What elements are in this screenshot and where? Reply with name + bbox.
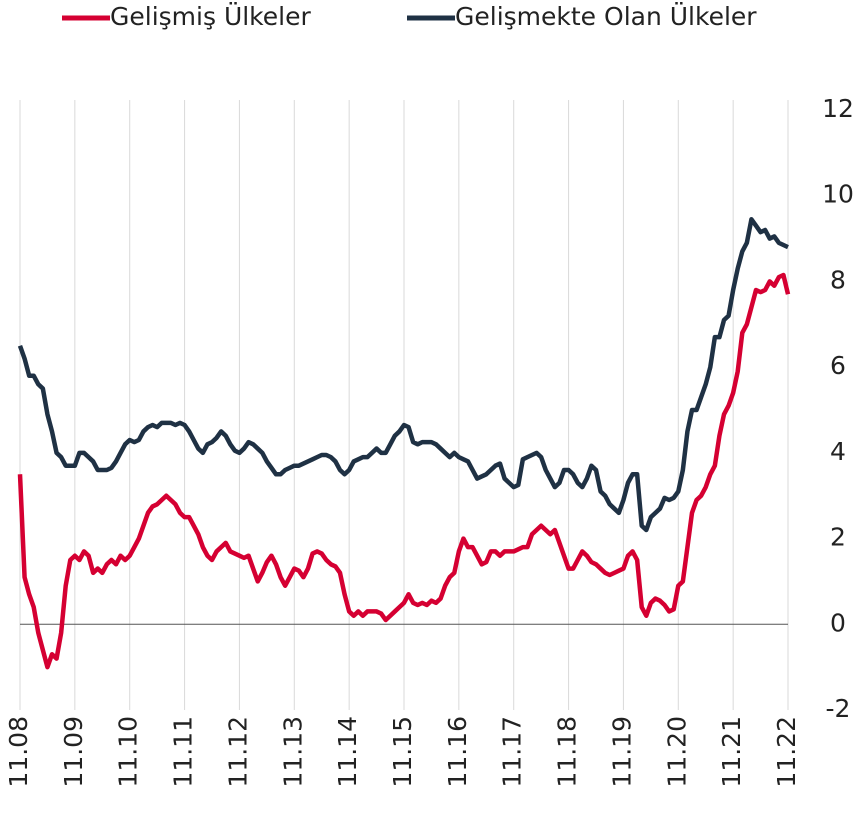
series-line: [17, 272, 791, 670]
x-tick-label: 11.13: [278, 716, 307, 788]
x-tick-label: 11.09: [59, 716, 88, 788]
x-tick-label: 11.20: [662, 716, 691, 788]
y-tick-label: 10: [822, 180, 854, 209]
x-tick-label: 11.21: [717, 716, 746, 788]
legend-label: Gelişmekte Olan Ülkeler: [455, 2, 757, 31]
y-tick-label: -2: [826, 694, 851, 723]
x-tick-label: 11.16: [443, 716, 472, 788]
x-tick-label: 11.18: [553, 716, 582, 788]
x-tick-label: 11.08: [4, 716, 33, 788]
x-tick-label: 11.14: [333, 716, 362, 788]
y-tick-label: 6: [830, 351, 846, 380]
x-tick-label: 11.11: [169, 716, 198, 788]
y-tick-label: 12: [822, 94, 854, 123]
x-tick-label: 11.22: [772, 716, 801, 788]
x-tick-label: 11.10: [114, 716, 143, 788]
y-tick-label: 2: [830, 523, 846, 552]
x-tick-label: 11.17: [498, 716, 527, 788]
legend-label: Gelişmiş Ülkeler: [110, 2, 311, 31]
series-line: [17, 217, 789, 533]
x-tick-label: 11.19: [607, 716, 636, 788]
x-tick-label: 11.15: [388, 716, 417, 788]
y-tick-label: 0: [830, 608, 846, 637]
y-tick-label: 4: [830, 437, 846, 466]
y-tick-label: 8: [830, 265, 846, 294]
x-tick-label: 11.12: [223, 716, 252, 788]
